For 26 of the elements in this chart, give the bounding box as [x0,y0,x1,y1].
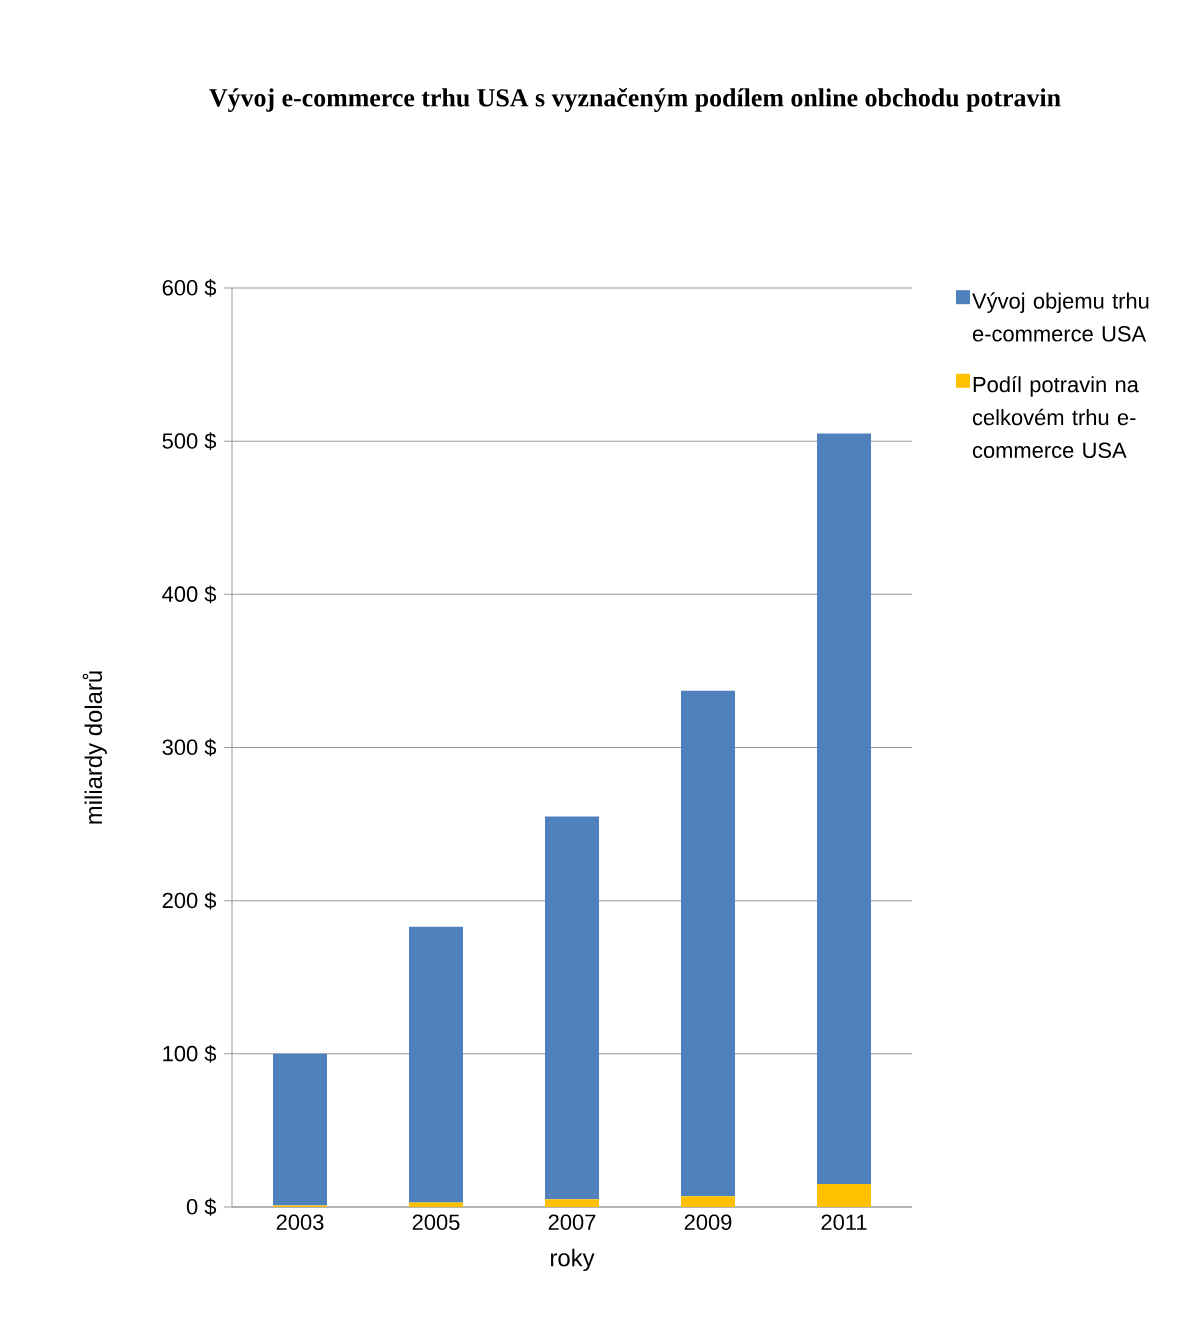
y-tick-label: 100 $ [163,1044,217,1063]
bar [273,1053,328,1206]
bar [545,816,600,1200]
bar [817,433,872,1185]
x-tick-label: 2005 [412,1214,460,1231]
bar [545,1199,600,1207]
legend-label: Vývoj objemu trhu e-commerce USA [972,292,1149,342]
y-tick-label: 600 $ [162,279,217,297]
x-tick-label: 2011 [821,1214,867,1231]
y-tick-label: 400 $ [162,585,217,604]
x-axis-title: roky [551,1248,595,1272]
y-tick-label: 0 $ [186,1198,217,1216]
y-tick-label: 200 $ [162,891,217,910]
bar [409,926,464,1203]
chart-title: Vývoj e-commerce trhu USA s vyznačeným podílem online obchodu potravin [209,88,1061,112]
x-tick-label: 2003 [276,1214,324,1231]
bar [681,1196,736,1207]
x-tick-label: 2009 [684,1214,732,1231]
bar [409,1202,464,1207]
y-axis-title: miliardy dolarů [82,671,107,824]
legend-label: Podíl potravin na celkovém trhu e-commerce USA [972,375,1139,459]
y-tick-label: 300 $ [162,738,217,757]
y-tick-label: 500 $ [162,432,217,451]
bar [681,690,736,1197]
bar [817,1184,872,1207]
x-tick-label: 2007 [548,1214,596,1231]
